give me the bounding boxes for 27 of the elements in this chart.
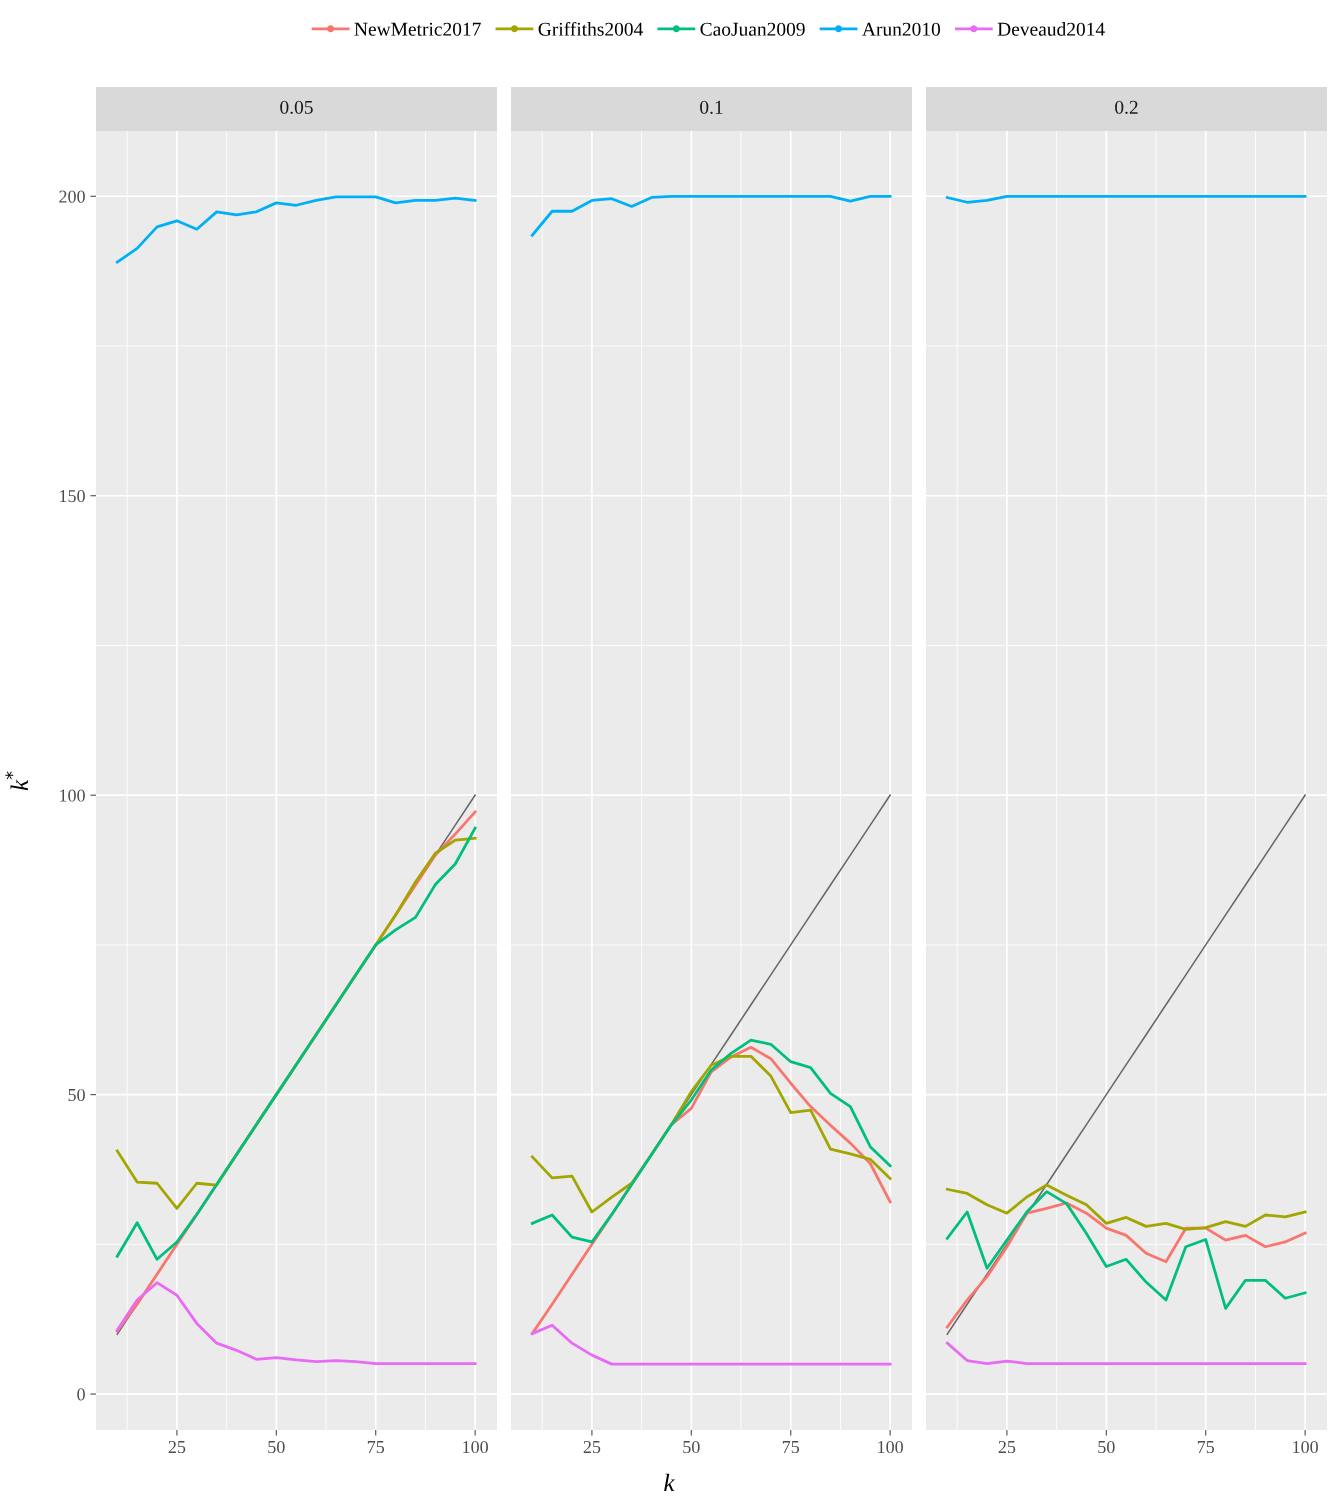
y-tick-label: 50: [68, 1088, 85, 1102]
x-tick-label: 75: [1197, 1441, 1215, 1454]
legend-label: CaoJuan2009: [700, 22, 805, 36]
chart-title: 0.05: [280, 100, 313, 114]
legend-label: NewMetric2017: [354, 22, 481, 36]
x-tick-label: 25: [583, 1440, 601, 1454]
y-tick-label: 200: [59, 190, 85, 203]
x-tick-label: 100: [463, 1440, 488, 1454]
x-tick-label: 50: [268, 1440, 285, 1454]
legend-label: Arun2010: [862, 22, 941, 36]
chart-title: 0.1: [700, 100, 723, 114]
y-axis-title: k$^{*}$: [5, 771, 28, 791]
x-tick-label: 50: [1098, 1440, 1115, 1454]
legend-label: Deveaud2014: [997, 22, 1105, 36]
x-tick-label: 25: [998, 1440, 1016, 1454]
x-tick-label: 75: [367, 1441, 385, 1454]
y-tick-label: 100: [60, 789, 85, 802]
x-axis-title: k: [664, 1473, 675, 1492]
x-tick-label: 100: [878, 1440, 903, 1454]
x-tick-label: 75: [782, 1441, 800, 1454]
x-tick-label: 50: [683, 1440, 700, 1454]
legend-label: Griffiths2004: [538, 21, 643, 36]
chart-title: 0.2: [1115, 100, 1138, 114]
y-tick-label: 0: [77, 1388, 85, 1401]
y-tick-label: 150: [60, 489, 85, 503]
x-tick-label: 100: [1293, 1440, 1318, 1454]
x-tick-label: 25: [168, 1440, 186, 1454]
